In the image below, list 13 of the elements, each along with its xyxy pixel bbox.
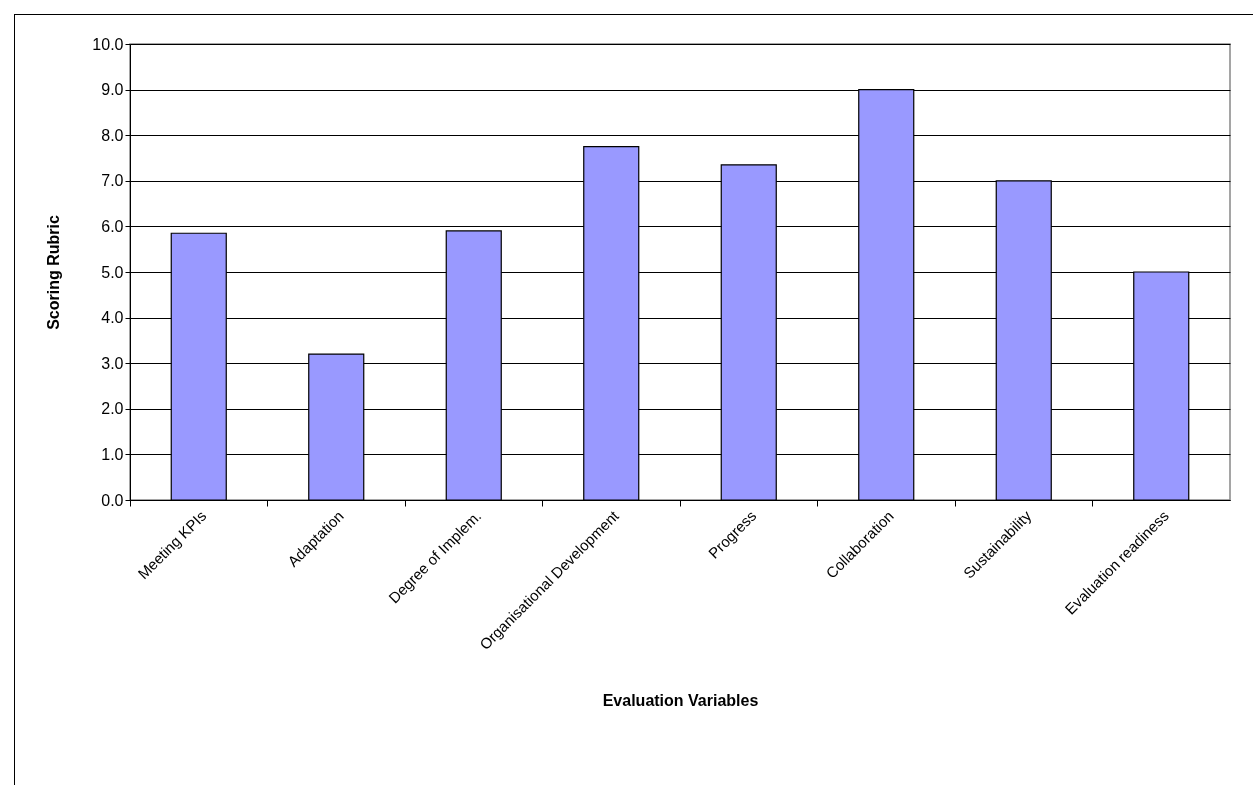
y-tick-label: 10.0 xyxy=(92,35,124,53)
x-axis-title: Evaluation Variables xyxy=(602,691,759,709)
y-tick-label: 0.0 xyxy=(101,491,124,509)
y-tick-label: 9.0 xyxy=(101,81,124,99)
y-tick-label: 7.0 xyxy=(101,172,124,190)
y-tick-label: 8.0 xyxy=(101,126,124,144)
y-tick-label: 5.0 xyxy=(101,263,124,281)
y-tick-label: 1.0 xyxy=(101,445,124,463)
y-tick-label: 6.0 xyxy=(101,217,124,235)
y-tick-label: 4.0 xyxy=(101,309,124,327)
y-tick-label: 2.0 xyxy=(101,400,124,418)
y-tick-label: 3.0 xyxy=(101,354,124,372)
y-axis-title: Scoring Rubric xyxy=(45,215,63,330)
